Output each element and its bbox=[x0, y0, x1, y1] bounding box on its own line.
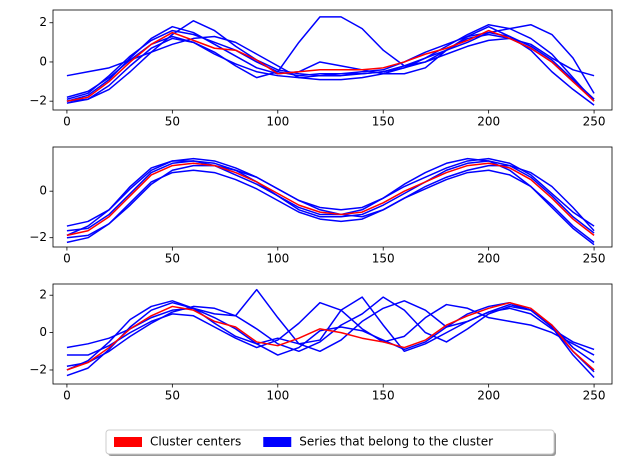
x-tick-label: 250 bbox=[583, 252, 606, 266]
series-line bbox=[66, 296, 595, 367]
legend-box bbox=[105, 429, 555, 455]
series-line bbox=[66, 300, 595, 373]
series-line bbox=[66, 29, 595, 102]
series-line bbox=[66, 20, 595, 102]
subplot: 0 50 100 150 200 250 −2 0 2 bbox=[29, 283, 613, 403]
legend-swatch bbox=[263, 437, 292, 447]
x-tick-label: 250 bbox=[583, 115, 606, 129]
series-line bbox=[66, 157, 595, 227]
series-line bbox=[66, 162, 595, 237]
legend: Cluster centers Series that belong to the… bbox=[105, 429, 556, 456]
x-tick-label: 0 bbox=[63, 115, 71, 129]
series-line bbox=[66, 35, 595, 81]
series-line bbox=[66, 23, 595, 104]
series-line bbox=[66, 301, 595, 356]
lines bbox=[66, 288, 595, 378]
x-tick-label: 50 bbox=[165, 252, 180, 266]
x-tick-label: 0 bbox=[63, 389, 71, 403]
x-tick-label: 100 bbox=[266, 252, 289, 266]
series-line bbox=[66, 301, 595, 371]
subplot: 0 50 100 150 200 250 −2 0 2 bbox=[29, 9, 613, 129]
y-tick-label: 0 bbox=[39, 184, 47, 198]
x-tick-label: 0 bbox=[63, 252, 71, 266]
x-tick-label: 150 bbox=[372, 252, 395, 266]
lines bbox=[66, 157, 595, 246]
y-tick-label: −2 bbox=[29, 362, 47, 376]
axes-frame bbox=[52, 283, 613, 385]
y-tick-label: 2 bbox=[39, 15, 47, 29]
y-tick-label: 0 bbox=[39, 325, 47, 339]
x-tick-label: 200 bbox=[477, 389, 500, 403]
x-tick-label: 50 bbox=[165, 115, 180, 129]
legend-label: Series that belong to the cluster bbox=[299, 435, 493, 449]
series-line bbox=[66, 288, 595, 353]
axes-frame bbox=[52, 146, 613, 248]
x-tick-label: 50 bbox=[165, 389, 180, 403]
x-tick-label: 100 bbox=[266, 115, 289, 129]
legend-label: Cluster centers bbox=[150, 435, 241, 449]
x-tick-label: 150 bbox=[372, 389, 395, 403]
y-tick-label: −2 bbox=[29, 230, 47, 244]
x-tick-label: 100 bbox=[266, 389, 289, 403]
y-tick-label: −2 bbox=[29, 94, 47, 108]
series-line bbox=[66, 301, 595, 378]
subplot: 0 50 100 150 200 250 −2 0 bbox=[29, 146, 613, 266]
x-tick-label: 200 bbox=[477, 115, 500, 129]
series-line bbox=[66, 25, 595, 106]
series-line bbox=[66, 157, 595, 246]
x-tick-label: 200 bbox=[477, 252, 500, 266]
series-line bbox=[66, 169, 595, 244]
y-tick-label: 0 bbox=[39, 54, 47, 68]
series-line bbox=[66, 29, 595, 100]
axes-frame bbox=[52, 9, 613, 111]
series-line bbox=[66, 160, 595, 234]
series-line bbox=[66, 164, 595, 239]
y-tick-label: 2 bbox=[39, 288, 47, 302]
x-tick-label: 250 bbox=[583, 389, 606, 403]
legend-swatch bbox=[114, 437, 142, 447]
x-tick-label: 150 bbox=[372, 115, 395, 129]
lines bbox=[66, 16, 595, 106]
